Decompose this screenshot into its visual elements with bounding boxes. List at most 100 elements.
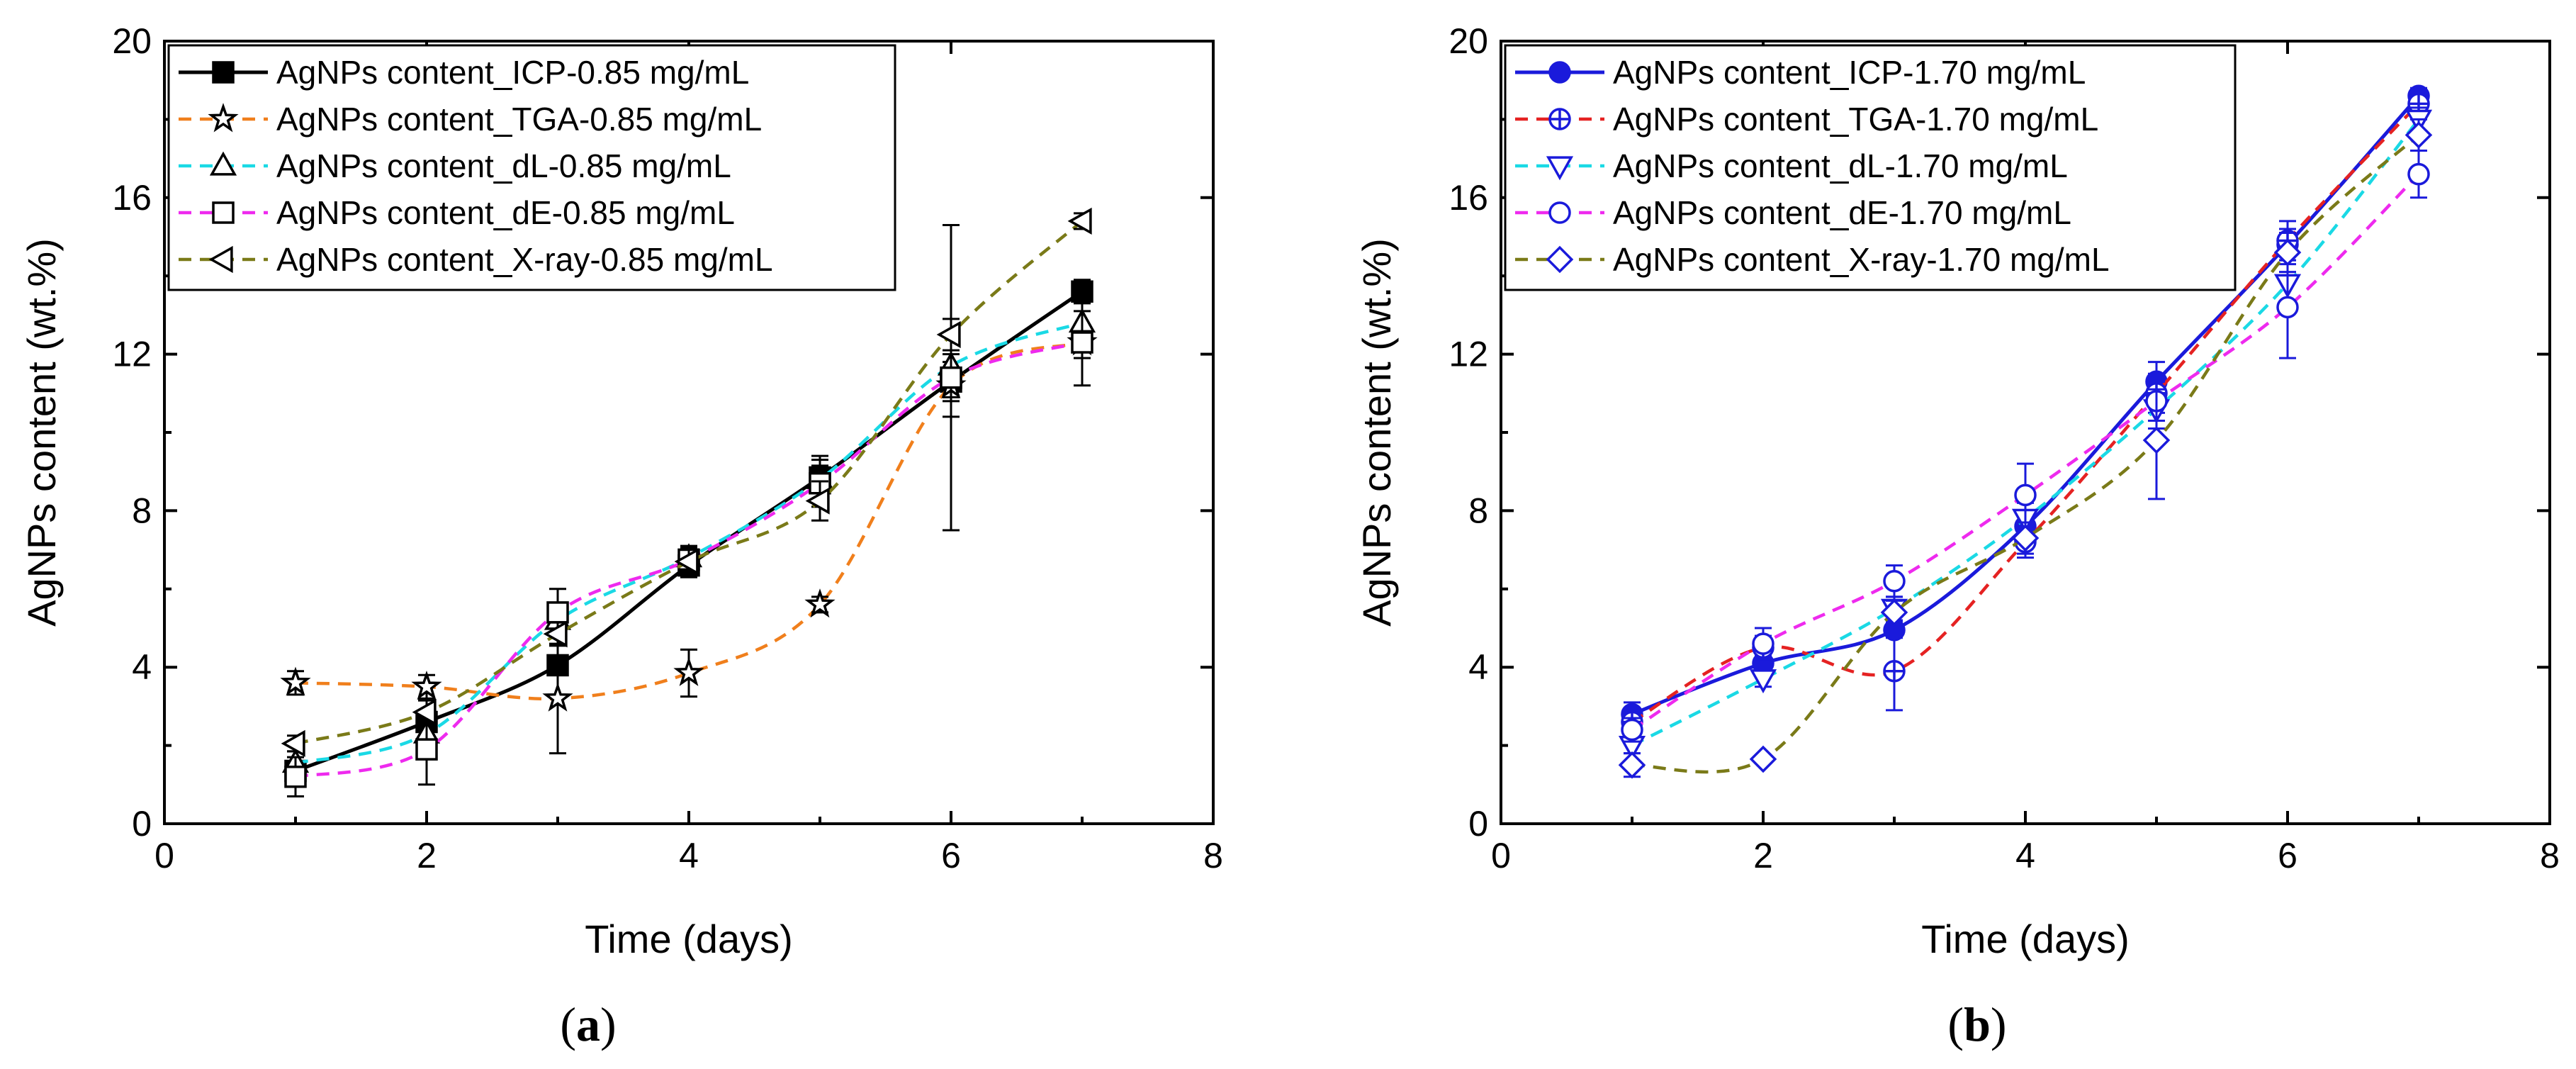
x-tick-label: 0 (1491, 836, 1511, 875)
y-tick-label: 12 (1449, 335, 1488, 374)
legend-item: AgNPs content_TGA-0.85 mg/mL (179, 101, 762, 138)
x-tick-label: 4 (679, 836, 699, 875)
data-point (2011, 524, 2040, 552)
y-axis-title: AgNPs content (wt.%) (19, 238, 64, 627)
data-point (412, 698, 437, 726)
data-point (1749, 745, 1777, 773)
x-tick-label: 0 (154, 836, 174, 875)
data-point (1880, 598, 1908, 627)
legend-marker (212, 201, 235, 224)
legend-item: AgNPs content_ICP-1.70 mg/mL (1515, 54, 2086, 91)
data-point (2142, 426, 2171, 454)
data-point (2276, 296, 2299, 319)
data-point (281, 729, 305, 757)
legend-item: AgNPs content_X-ray-0.85 mg/mL (179, 241, 773, 278)
y-tick-label: 4 (1468, 647, 1488, 687)
panel-label: (a) (560, 997, 616, 1051)
data-point (674, 548, 699, 576)
legend-item: AgNPs content_ICP-0.85 mg/mL (179, 54, 749, 91)
y-tick-label: 8 (1468, 491, 1488, 530)
chart-panel-a: 0 2 4 6 8 0 4 8 12 16 20 Time (days) AgNPs content (… (19, 21, 1223, 1051)
legend-marker (1546, 245, 1574, 274)
x-tick-label: 8 (1203, 836, 1223, 875)
x-axis-title: Time (days) (1921, 917, 2130, 961)
series-line (295, 290, 1084, 773)
chart-panel-b: 0 2 4 6 8 0 4 8 12 16 20 Time (days) AgNPs content (… (1354, 21, 2560, 1051)
data-point (1067, 207, 1092, 235)
x-tick-label: 2 (1753, 836, 1773, 875)
data-point (1883, 659, 1906, 683)
legend-label: AgNPs content_X-ray-1.70 mg/mL (1613, 241, 2110, 278)
series-4 (1621, 150, 2430, 743)
legend-box (1504, 44, 2237, 291)
data-point (2014, 483, 2037, 507)
series-5 (281, 207, 1092, 757)
legend-label: AgNPs content_dL-0.85 mg/mL (276, 147, 731, 184)
legend-label: AgNPs content_ICP-0.85 mg/mL (276, 54, 749, 91)
x-tick-label: 6 (2278, 836, 2297, 875)
legend-marker (208, 245, 233, 274)
data-point (2273, 238, 2302, 267)
x-tick-label: 4 (2015, 836, 2035, 875)
legend-label: AgNPs content_ICP-1.70 mg/mL (1613, 54, 2086, 91)
legend-marker (1548, 108, 1571, 130)
legend-item: AgNPs content_X-ray-1.70 mg/mL (1515, 241, 2110, 278)
y-tick-label: 12 (112, 335, 152, 374)
y-tick-label: 16 (1449, 178, 1488, 218)
legend-marker (208, 103, 239, 133)
series-1 (284, 279, 1093, 783)
y-tick-label: 8 (132, 491, 152, 530)
data-point (1883, 570, 1906, 593)
data-point (673, 656, 704, 686)
data-point (546, 601, 569, 624)
data-point (936, 320, 961, 349)
data-point (1618, 751, 1646, 779)
y-tick-label: 20 (112, 21, 152, 61)
legend-marker (209, 151, 237, 176)
series-4 (284, 223, 1093, 797)
data-point (284, 766, 307, 788)
data-point (804, 588, 836, 618)
legend-label: AgNPs content_dL-1.70 mg/mL (1613, 147, 2068, 184)
y-tick-label: 20 (1449, 21, 1488, 61)
data-point (1621, 718, 1643, 741)
series-2 (280, 325, 1098, 755)
y-axis-title: AgNPs content (wt.%) (1354, 238, 1399, 627)
legend-label: AgNPs content_dE-1.70 mg/mL (1613, 194, 2071, 231)
panel-label: (b) (1947, 997, 2006, 1051)
legend-label: AgNPs content_TGA-0.85 mg/mL (276, 101, 762, 138)
legend-marker (1548, 201, 1571, 224)
y-tick-label: 0 (132, 804, 152, 844)
data-point (280, 666, 311, 696)
legend-label: AgNPs content_dE-0.85 mg/mL (276, 194, 735, 231)
x-tick-label: 6 (941, 836, 961, 875)
data-point (1749, 669, 1777, 694)
y-tick-label: 4 (132, 647, 152, 687)
data-point (805, 487, 830, 515)
data-point (940, 366, 962, 389)
data-point (415, 738, 438, 761)
legend-item: AgNPs content_dL-0.85 mg/mL (179, 147, 731, 184)
legend-item: AgNPs content_TGA-1.70 mg/mL (1515, 101, 2098, 138)
legend-marker (1546, 156, 1574, 181)
data-point (2405, 121, 2433, 149)
series-3 (281, 308, 1096, 776)
legend-box (167, 44, 896, 291)
data-point (1752, 632, 1774, 655)
x-tick-label: 8 (2540, 836, 2560, 875)
legend-item: AgNPs content_dE-1.70 mg/mL (1515, 194, 2071, 231)
legend-item: AgNPs content_dL-1.70 mg/mL (1515, 147, 2068, 184)
x-axis-title: Time (days) (585, 917, 793, 961)
data-point (543, 620, 568, 648)
legend-item: AgNPs content_dE-0.85 mg/mL (179, 194, 735, 231)
legend-marker (1548, 61, 1571, 84)
y-tick-label: 16 (112, 178, 152, 218)
data-point (542, 682, 573, 712)
data-point (411, 670, 442, 700)
legend: AgNPs content_ICP-1.70 mg/mL AgNPs conten… (1504, 44, 2237, 291)
series-line (295, 340, 1083, 701)
data-point (1071, 331, 1093, 354)
y-tick-label: 0 (1468, 804, 1488, 844)
legend-marker (212, 61, 235, 84)
